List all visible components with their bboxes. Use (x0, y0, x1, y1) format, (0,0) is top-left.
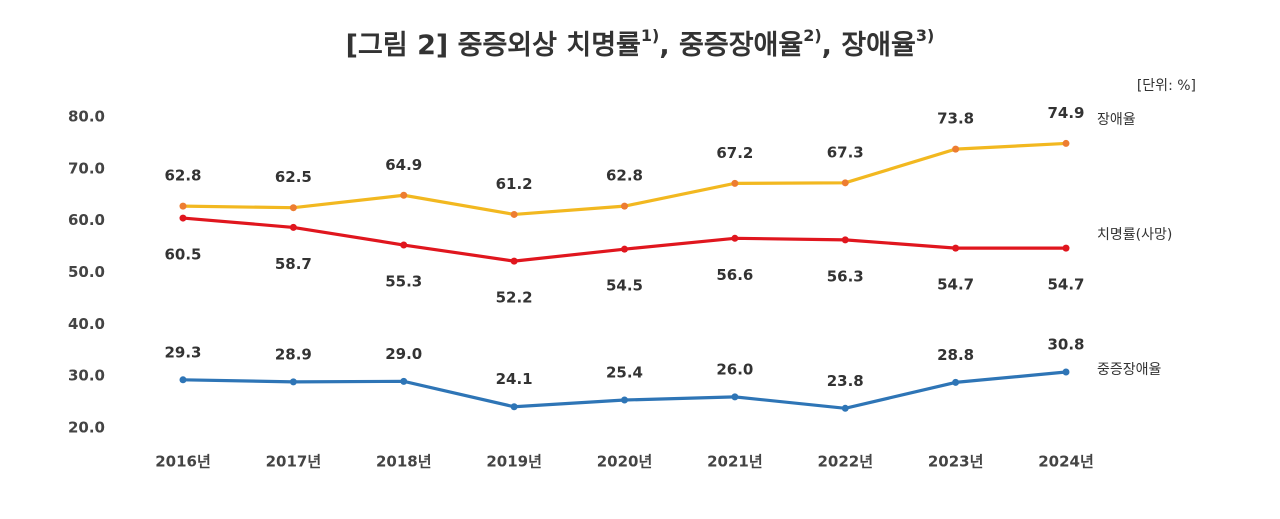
y-tick-label: 30.0 (68, 367, 105, 385)
data-label: 73.8 (937, 110, 974, 128)
y-tick-label: 70.0 (68, 159, 105, 177)
data-label: 55.3 (385, 273, 422, 291)
data-point (400, 241, 408, 249)
data-label: 52.2 (496, 289, 533, 307)
data-point (1062, 139, 1070, 147)
y-tick-label: 50.0 (68, 263, 105, 281)
data-point (400, 377, 408, 385)
series-line (182, 216, 1066, 263)
title-text: [그림 2] 중증외상 치명률 (346, 30, 641, 61)
data-point (400, 191, 408, 199)
y-tick-label: 40.0 (68, 315, 105, 333)
series-name: 치명률(사망) (1097, 227, 1172, 243)
data-label: 56.6 (716, 266, 753, 284)
data-label: 30.8 (1047, 336, 1084, 354)
data-point (841, 179, 849, 187)
x-tick-label: 2017년 (266, 453, 322, 471)
data-label: 26.0 (716, 360, 753, 378)
data-point (731, 393, 739, 401)
data-label: 61.2 (496, 175, 533, 193)
y-tick-label: 80.0 (68, 108, 105, 126)
data-point (510, 210, 518, 218)
unit-label: [단위: %] (1137, 78, 1196, 94)
data-label: 62.5 (275, 168, 312, 186)
data-label: 60.5 (164, 246, 201, 264)
data-label: 58.7 (275, 255, 312, 273)
data-point (179, 376, 187, 384)
data-point (1062, 244, 1070, 252)
x-tick-label: 2022년 (817, 453, 873, 471)
data-label: 62.8 (164, 167, 201, 185)
data-point (621, 202, 628, 210)
series-name: 장애율 (1097, 112, 1136, 128)
data-point (621, 245, 628, 253)
data-label: 29.3 (164, 343, 201, 361)
data-label: 56.3 (827, 267, 864, 285)
data-point (731, 179, 739, 187)
y-tick-label: 60.0 (68, 211, 105, 229)
data-label: 54.7 (1047, 276, 1084, 294)
data-point (510, 257, 518, 265)
data-label: 24.1 (496, 370, 533, 388)
data-label: 62.8 (606, 167, 643, 185)
data-label: 28.9 (275, 345, 312, 363)
x-tick-label: 2020년 (597, 453, 653, 471)
x-tick-label: 2016년 (155, 453, 211, 471)
data-label: 29.0 (385, 345, 422, 363)
data-label: 64.9 (385, 156, 422, 174)
data-point (179, 202, 187, 210)
data-label: 28.8 (937, 346, 974, 364)
data-point (952, 145, 960, 153)
chart-title: [그림 2] 중증외상 치명률1), 중증장애율2), 장애율3) (346, 26, 935, 61)
series-name: 중증장애율 (1097, 362, 1162, 378)
data-point (952, 244, 960, 252)
data-point (179, 214, 187, 222)
x-tick-label: 2019년 (486, 453, 542, 471)
data-point (731, 234, 739, 242)
data-point (1062, 368, 1070, 376)
data-label: 54.5 (606, 277, 643, 295)
data-label: 54.7 (937, 276, 974, 294)
data-point (289, 378, 297, 386)
x-tick-label: 2018년 (376, 453, 432, 471)
data-point (289, 204, 297, 212)
data-point (510, 403, 518, 411)
data-point (289, 223, 297, 231)
x-tick-label: 2024년 (1038, 453, 1094, 471)
x-tick-label: 2021년 (707, 453, 763, 471)
data-label: 67.3 (827, 143, 864, 161)
title-text: , 중증장애율 (659, 30, 803, 61)
y-tick-label: 20.0 (68, 419, 105, 437)
data-label: 74.9 (1047, 104, 1084, 122)
title-superscript: 1) (641, 26, 659, 45)
x-tick-label: 2023년 (928, 453, 984, 471)
data-point (841, 236, 849, 244)
data-point (952, 378, 960, 386)
data-point (621, 396, 628, 404)
title-superscript: 3) (916, 26, 934, 45)
data-label: 25.4 (606, 364, 643, 382)
data-label: 23.8 (827, 372, 864, 390)
data-label: 67.2 (716, 144, 753, 162)
title-superscript: 2) (803, 26, 821, 45)
data-point (841, 404, 849, 412)
title-text: , 장애율 (822, 30, 916, 61)
